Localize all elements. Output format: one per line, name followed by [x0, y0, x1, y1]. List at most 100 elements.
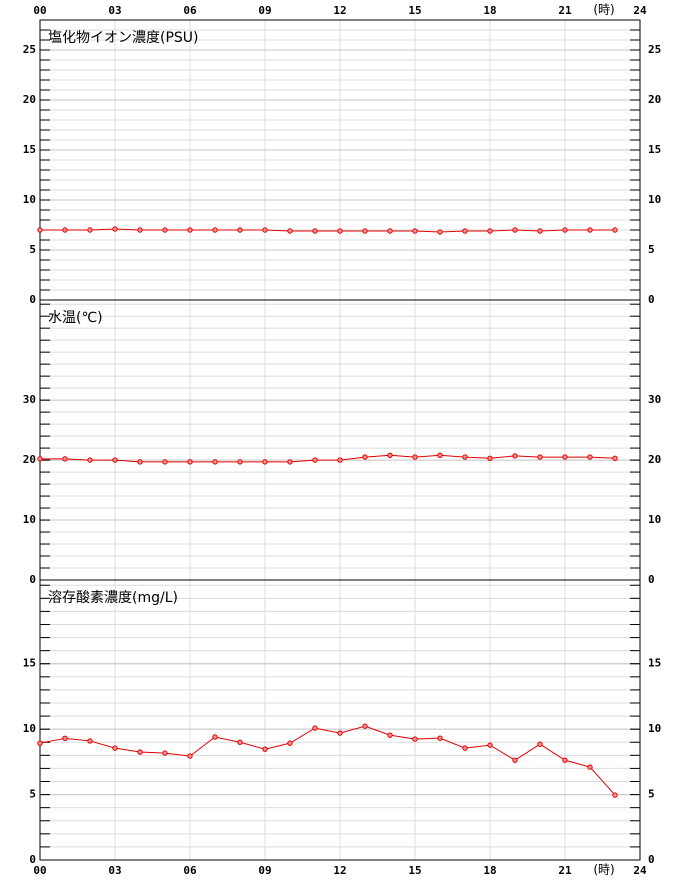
x-tick-label: 09 — [258, 864, 271, 877]
data-line — [40, 454, 616, 463]
data-point — [412, 454, 418, 460]
x-tick-label: 18 — [483, 864, 496, 877]
x-tick-label: 03 — [108, 4, 121, 17]
data-point — [162, 227, 168, 233]
data-point — [537, 741, 543, 747]
x-tick-label: 24 — [633, 864, 647, 877]
data-point — [437, 735, 443, 741]
data-point — [587, 454, 593, 460]
panel-title: 塩化物イオン濃度(PSU) — [48, 30, 199, 46]
data-point — [562, 454, 568, 460]
y-tick-label: 30 — [23, 393, 36, 406]
y-tick-label-right: 15 — [648, 143, 661, 156]
data-point — [412, 228, 418, 234]
y-tick-label: 5 — [29, 788, 36, 801]
y-tick-label: 10 — [23, 513, 36, 526]
data-point — [337, 730, 343, 736]
data-point — [262, 459, 268, 465]
data-point — [162, 750, 168, 756]
data-point — [362, 228, 368, 234]
panel-title: 溶存酸素濃度(mg/L) — [48, 590, 178, 606]
y-tick-label: 15 — [23, 143, 36, 156]
data-point — [37, 456, 43, 462]
x-tick-label: 15 — [408, 864, 421, 877]
data-point — [137, 749, 143, 755]
data-point — [587, 764, 593, 770]
data-point — [87, 227, 93, 233]
data-point — [212, 459, 218, 465]
data-point — [537, 228, 543, 234]
panel-title: 水温(℃) — [48, 310, 103, 326]
data-point — [262, 227, 268, 233]
data-point — [462, 745, 468, 751]
y-tick-label-right: 10 — [648, 722, 661, 735]
y-tick-label-right: 25 — [648, 43, 661, 56]
y-tick-label: 5 — [29, 243, 36, 256]
data-point — [37, 227, 43, 233]
y-tick-label-right: 15 — [648, 657, 661, 670]
x-tick-label: 24 — [633, 4, 647, 17]
data-point — [312, 725, 318, 731]
data-point — [237, 459, 243, 465]
x-tick-label: 00 — [33, 4, 46, 17]
data-point — [387, 452, 393, 458]
data-point — [387, 732, 393, 738]
x-tick-label: 06 — [183, 864, 197, 877]
data-point — [612, 792, 618, 798]
data-point — [312, 457, 318, 463]
y-tick-label-right: 0 — [648, 573, 655, 586]
data-point — [612, 455, 618, 461]
data-point — [112, 226, 118, 232]
y-tick-label-right: 0 — [648, 853, 655, 866]
y-tick-label-right: 10 — [648, 513, 661, 526]
data-point — [412, 736, 418, 742]
y-tick-label: 20 — [23, 453, 36, 466]
y-tick-label-right: 20 — [648, 453, 661, 466]
data-point — [87, 457, 93, 463]
data-point — [212, 227, 218, 233]
data-point — [612, 227, 618, 233]
data-point — [137, 459, 143, 465]
y-tick-label: 10 — [23, 722, 36, 735]
data-point — [462, 454, 468, 460]
data-point — [37, 740, 43, 746]
data-point — [237, 227, 243, 233]
data-point — [112, 457, 118, 463]
x-tick-label: 18 — [483, 4, 496, 17]
data-point — [487, 742, 493, 748]
data-point — [512, 227, 518, 233]
data-point — [462, 228, 468, 234]
x-tick-label: 12 — [333, 864, 346, 877]
y-tick-label: 10 — [23, 193, 36, 206]
data-point — [287, 740, 293, 746]
x-tick-label: 15 — [408, 4, 421, 17]
y-tick-label-right: 10 — [648, 193, 661, 206]
data-point — [262, 746, 268, 752]
data-point — [162, 459, 168, 465]
data-point — [337, 228, 343, 234]
data-point — [112, 745, 118, 751]
y-tick-label: 0 — [29, 853, 36, 866]
data-line — [40, 228, 615, 233]
data-point — [212, 734, 218, 740]
data-point — [187, 753, 193, 759]
data-point — [387, 228, 393, 234]
data-point — [437, 229, 443, 235]
y-tick-label-right: 5 — [648, 243, 655, 256]
x-tick-label: 21 — [558, 4, 572, 17]
data-point — [187, 227, 193, 233]
data-point — [287, 459, 293, 465]
data-point — [62, 456, 68, 462]
data-point — [312, 228, 318, 234]
data-point — [362, 454, 368, 460]
data-point — [537, 454, 543, 460]
data-line — [39, 725, 616, 796]
data-point — [87, 738, 93, 744]
x-tick-label: 00 — [33, 864, 46, 877]
y-tick-label-right: 0 — [648, 293, 655, 306]
y-tick-label: 0 — [29, 293, 36, 306]
data-point — [62, 227, 68, 233]
data-point — [487, 228, 493, 234]
y-tick-label: 0 — [29, 573, 36, 586]
